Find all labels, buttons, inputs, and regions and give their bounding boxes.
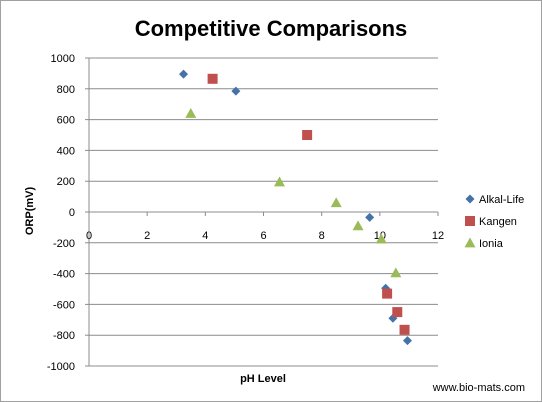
data-point-kangen xyxy=(207,73,218,84)
x-axis-title: pH Level xyxy=(240,373,286,385)
x-tick-label: 4 xyxy=(202,230,208,242)
y-tick-label: 1000 xyxy=(51,53,75,65)
y-tick-label: -400 xyxy=(53,269,75,281)
data-point-ionia xyxy=(273,176,285,187)
legend-marker-ionia xyxy=(464,237,476,248)
gridlines xyxy=(89,57,438,367)
y-tick-label: 800 xyxy=(57,84,75,96)
y-axis-title: ORP(mV) xyxy=(24,187,36,236)
x-tick-label: 6 xyxy=(260,230,266,242)
data-point-ionia xyxy=(375,233,387,244)
data-point-kangen xyxy=(392,307,403,318)
data-point-kangen xyxy=(302,130,313,140)
x-tick-label: 8 xyxy=(319,230,325,242)
y-tick-label: -600 xyxy=(53,299,75,311)
x-tick-label: 0 xyxy=(86,230,92,242)
x-tick-label: 12 xyxy=(432,230,444,242)
data-point-kangen xyxy=(382,288,393,299)
tick-labels: -1000 -800 -600 -400 -200 0 200 400 600 800 1000 0 2… xyxy=(47,53,444,373)
legend-label-ionia: Ionia xyxy=(479,238,504,250)
legend-label-alkal-life: Alkal-Life xyxy=(479,194,524,206)
y-tick-label: -200 xyxy=(53,238,75,250)
y-tick-label: -800 xyxy=(53,330,75,342)
y-tick-label: -1000 xyxy=(47,361,75,373)
data-point-alkal-life xyxy=(365,212,375,222)
data-point-ionia xyxy=(330,197,342,208)
y-tick-label: 600 xyxy=(57,115,75,127)
y-tick-label: 0 xyxy=(69,207,75,219)
data-point-ionia xyxy=(390,267,402,278)
data-point-alkal-life xyxy=(402,336,412,346)
data-point-kangen xyxy=(399,324,410,335)
chart-title: Competitive Comparisons xyxy=(135,16,408,41)
source-label: www.bio-mats.com xyxy=(432,382,525,394)
legend-marker-alkal-life xyxy=(465,194,475,204)
x-tick-label: 2 xyxy=(144,230,150,242)
axes xyxy=(85,57,439,367)
legend-marker-kangen xyxy=(465,216,475,226)
legend-label-kangen: Kangen xyxy=(479,216,517,228)
data-point-ionia xyxy=(185,107,197,118)
data-point-alkal-life xyxy=(231,86,241,96)
legend: Alkal-Life Kangen Ionia xyxy=(464,194,524,250)
data-point-alkal-life xyxy=(179,69,189,79)
y-tick-label: 400 xyxy=(57,145,75,157)
data-point-ionia xyxy=(352,220,364,231)
data-points xyxy=(179,69,412,346)
y-tick-label: 200 xyxy=(57,176,75,188)
